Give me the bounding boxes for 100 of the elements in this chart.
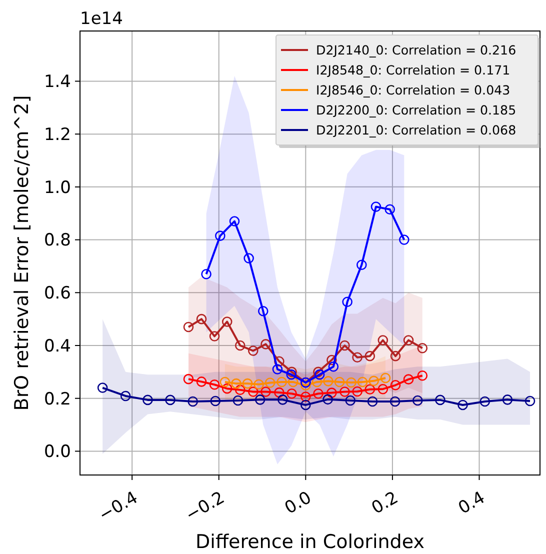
point (322, 394, 333, 405)
point (524, 396, 536, 406)
point (278, 394, 288, 405)
point (356, 260, 367, 270)
point (403, 374, 414, 384)
point (286, 366, 297, 378)
point (264, 378, 276, 388)
point (390, 396, 400, 407)
point (272, 364, 283, 374)
point (390, 350, 401, 362)
point (342, 296, 352, 308)
point (300, 400, 311, 410)
point (234, 340, 246, 351)
y-tick-label: 1.0 (44, 178, 71, 198)
point (196, 376, 207, 387)
point (222, 316, 232, 327)
point (368, 376, 379, 386)
point (323, 376, 334, 386)
point (222, 383, 232, 394)
text: 1e14 (80, 9, 123, 29)
point (183, 374, 194, 384)
point (378, 335, 388, 346)
point (364, 350, 376, 362)
point (370, 202, 382, 212)
point (312, 376, 322, 388)
point (313, 366, 324, 378)
point (435, 394, 446, 406)
point (97, 382, 108, 393)
point (390, 380, 401, 390)
point (234, 384, 246, 396)
y-tick-label: 0.8 (44, 230, 71, 251)
legend-label: I2J8546_0: Correlation = 0.043 (316, 82, 510, 98)
point (254, 394, 266, 405)
point (300, 380, 311, 391)
point (367, 396, 378, 407)
point (165, 394, 176, 406)
x-axis-title: Difference in Colorindex (196, 531, 424, 553)
legend-label: D2J2200_0: Correlation = 0.185 (316, 102, 516, 118)
y-tick-label: 0.0 (44, 442, 71, 462)
point (220, 376, 230, 388)
point (328, 362, 339, 372)
point (345, 395, 356, 406)
y-tick-label: 0.4 (44, 336, 71, 356)
y-axis-title: BrO retrieval Error [molec/cm^2] (11, 95, 33, 411)
point (229, 216, 240, 226)
point (258, 306, 268, 316)
x-tick-label: −0.4 (96, 488, 142, 526)
y-tick-label: 1.4 (44, 72, 71, 92)
point (248, 386, 258, 397)
y-tick-label: 1.2 (44, 125, 71, 146)
point (201, 269, 212, 280)
point (313, 388, 324, 399)
point (384, 204, 395, 215)
point (231, 378, 242, 389)
x-tick-label: 0.4 (455, 488, 489, 519)
point (458, 400, 468, 410)
point (364, 384, 376, 395)
point (334, 376, 345, 388)
point (340, 386, 350, 397)
legend-label: I2J8548_0: Correlation = 0.171 (316, 62, 510, 78)
point (120, 390, 131, 402)
point (346, 377, 356, 388)
point (502, 394, 513, 405)
point (188, 396, 198, 407)
point (352, 386, 362, 397)
point (260, 386, 271, 397)
x-tick-label: 0.0 (282, 488, 315, 519)
legend-label: D2J2201_0: Correlation = 0.068 (316, 122, 516, 138)
point (248, 346, 258, 356)
y-tick-label: 0.2 (44, 389, 71, 410)
point (378, 384, 388, 394)
point (326, 354, 337, 366)
point (210, 396, 221, 406)
point (274, 387, 284, 398)
point (357, 376, 368, 388)
point (209, 379, 220, 390)
point (286, 388, 297, 399)
x-tick-label: 0.2 (368, 488, 402, 519)
point (340, 340, 350, 351)
point (352, 352, 362, 363)
point (288, 376, 298, 388)
point (403, 335, 414, 346)
point (380, 372, 391, 384)
point (254, 379, 264, 390)
point (399, 234, 410, 245)
point (276, 376, 287, 388)
point (142, 394, 153, 406)
point (196, 314, 207, 324)
x-tick-label: −0.2 (182, 488, 228, 526)
point (215, 230, 226, 241)
point (274, 356, 284, 366)
point (286, 369, 296, 380)
point (260, 339, 271, 350)
y-tick-label: 0.6 (44, 284, 71, 304)
point (300, 392, 311, 402)
point (480, 396, 490, 407)
point (326, 388, 337, 398)
point (314, 369, 325, 380)
point (183, 322, 194, 332)
point (412, 395, 423, 406)
